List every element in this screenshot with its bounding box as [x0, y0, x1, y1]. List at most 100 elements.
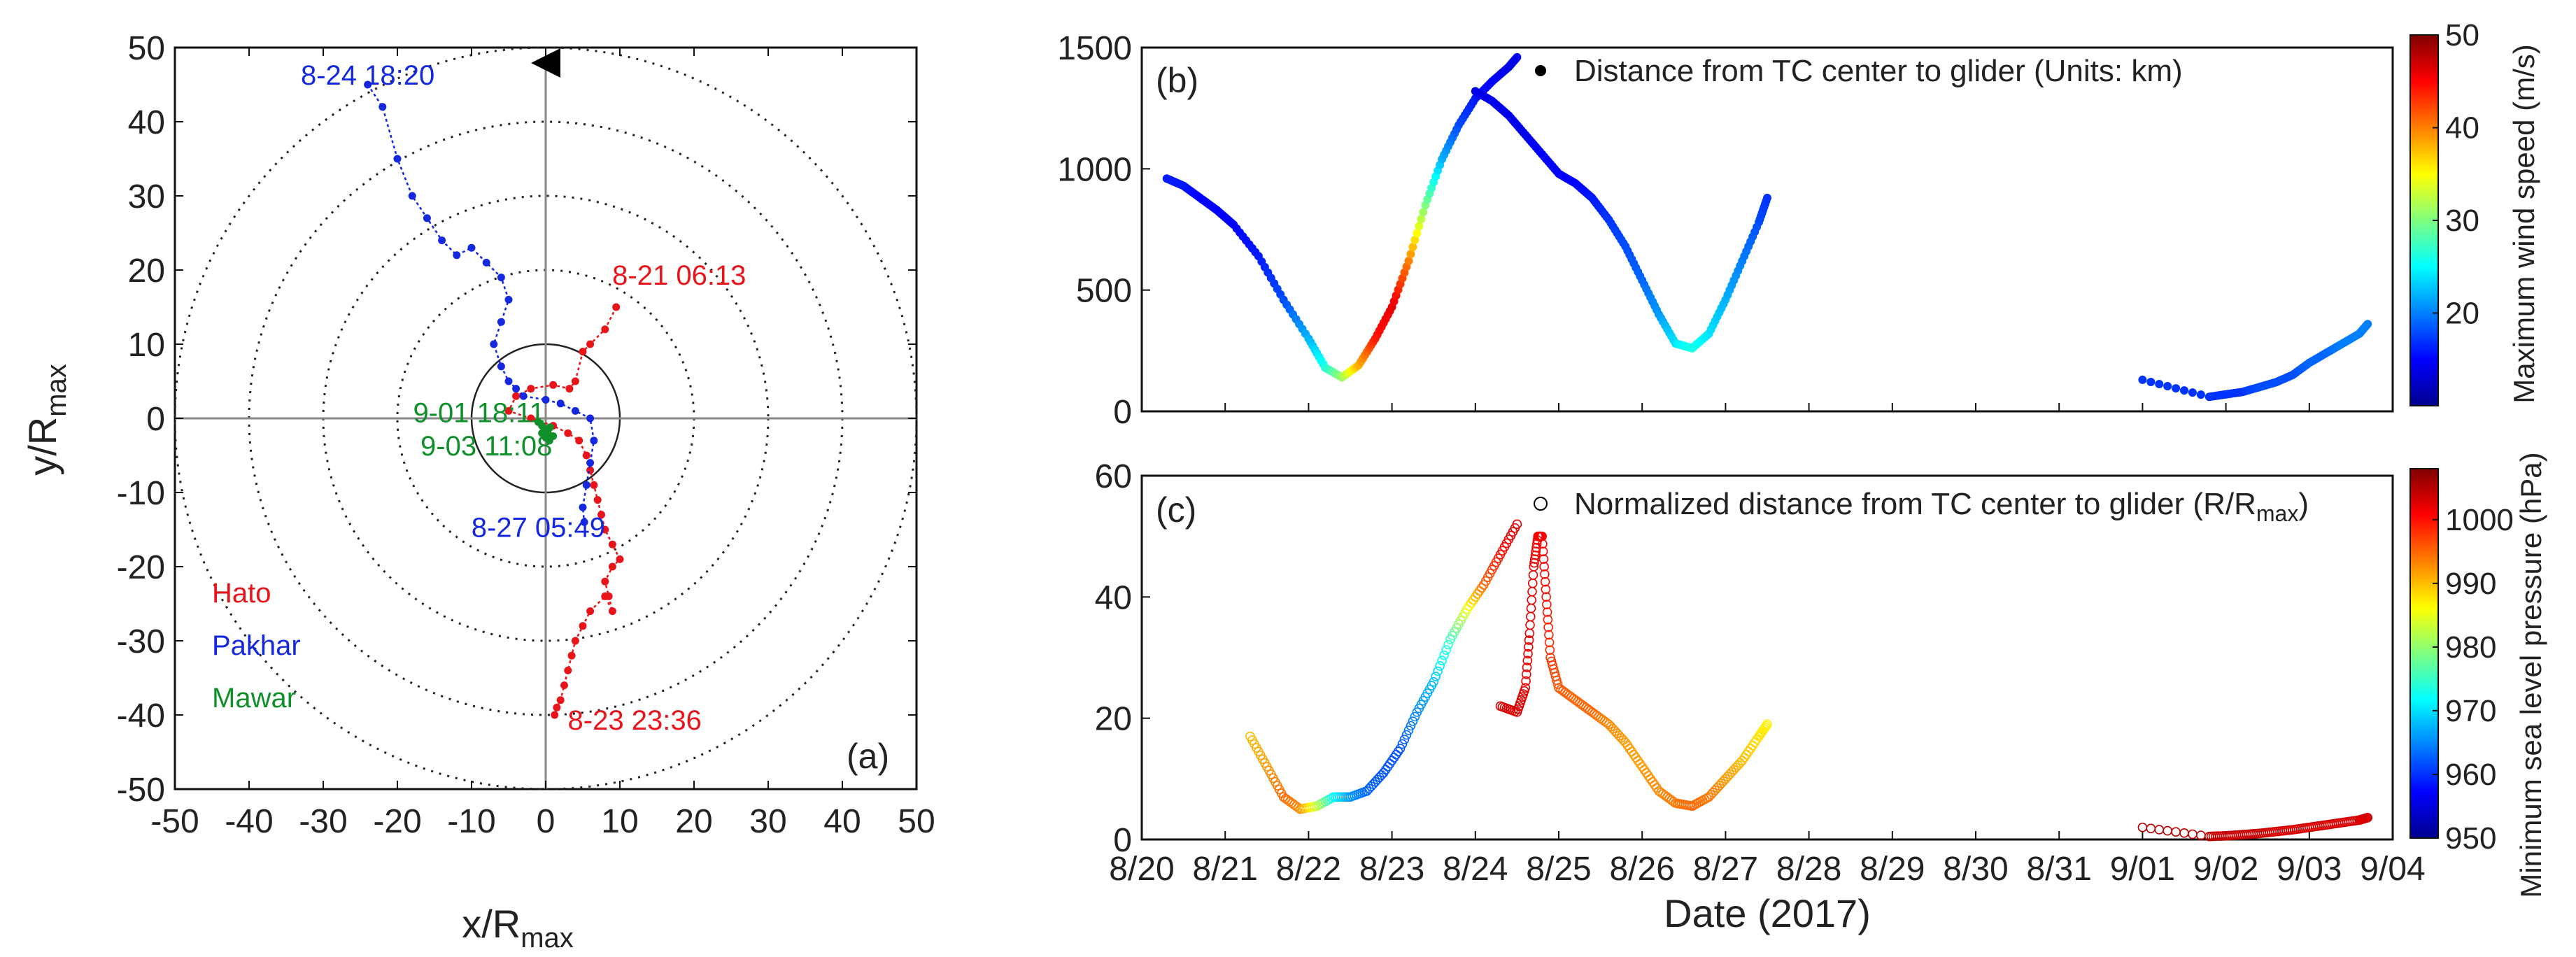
date-tick-label: 9/04 [2360, 851, 2425, 888]
data-point-hato [1408, 716, 1418, 726]
data-point-pakhar [1762, 719, 1772, 730]
track-point-pakhar [378, 103, 387, 111]
data-point-pakhar [1522, 662, 1532, 672]
track-point-hato [582, 451, 590, 460]
data-point-mawar [2155, 380, 2164, 388]
data-point-mawar [2179, 828, 2189, 838]
time-annotation: 9-01 18:11 [413, 397, 544, 428]
panel-c-y-ticks: 0 20 40 60 [1095, 458, 1150, 859]
track-point-hato [571, 377, 579, 385]
data-point-mawar [2188, 829, 2198, 839]
panel-a-annotations: 8-24 18:20 8-21 06:13 9-01 18:119-03 11:08… [301, 60, 746, 736]
track-point-hato [601, 525, 609, 534]
track-point-pakhar [590, 437, 598, 445]
colorbar-tick-label: 990 [2445, 567, 2496, 601]
track-point-hato [567, 651, 576, 660]
date-tick-label: 9/01 [2110, 851, 2175, 888]
data-point-pakhar [1522, 669, 1531, 679]
date-tick-label: 8/29 [1860, 851, 1925, 888]
date-tick-label: 8/24 [1443, 851, 1508, 888]
panel-b-x-ticks [1141, 403, 2393, 411]
data-point-pakhar [1540, 569, 1550, 579]
track-point-hato [556, 696, 565, 704]
data-point-pakhar [1523, 642, 1534, 652]
data-point-pakhar [1529, 562, 1539, 572]
data-point-pakhar [1526, 603, 1536, 614]
date-tick-label: 8/28 [1776, 851, 1841, 888]
track-point-hato [560, 681, 568, 690]
x-tick-label: 30 [749, 803, 786, 840]
track-point-pakhar [586, 414, 595, 423]
data-point-pakhar [1525, 611, 1536, 622]
data-point-mawar [2171, 827, 2181, 837]
data-point-hato [1512, 519, 1522, 530]
y-tick-label: 30 [128, 178, 165, 215]
data-point-hato [1417, 215, 1426, 224]
x-tick-label: 0 [537, 803, 555, 840]
data-point-pakhar [1530, 550, 1541, 560]
track-point-hato [565, 385, 574, 393]
time-annotation: 8-27 05:49 [472, 513, 605, 544]
track-point-pakhar [519, 392, 528, 400]
track-point-hato [616, 555, 624, 563]
panel-b-legend-marker [1535, 65, 1546, 76]
track-point-pakhar [490, 340, 498, 348]
data-point-pakhar [1524, 635, 1534, 645]
track-point-pakhar [497, 274, 505, 282]
panel-c-frame [1140, 474, 2394, 841]
track-point-hato [579, 622, 587, 630]
data-point-hato [1413, 229, 1422, 238]
data-point-mawar [2163, 825, 2172, 836]
date-tick-label: 8/27 [1693, 851, 1758, 888]
track-point-hato [590, 481, 598, 489]
data-point-mawar [2163, 382, 2172, 391]
panel-c-x-ticks: 8/20 8/21 8/22 8/23 8/24 8/25 8/26 8/27 8/28 8/29… [1109, 831, 2426, 888]
panel-a-ylabel: y/Rmax [20, 364, 72, 476]
data-point-hato [1399, 735, 1410, 744]
data-point-mawar [2196, 830, 2206, 840]
date-tick-label: 8/20 [1109, 851, 1174, 888]
time-annotation: 9-03 11:08 [420, 431, 552, 462]
track-point-pakhar [579, 503, 587, 511]
date-tick-label: 8/31 [2026, 851, 2091, 888]
y-tick-label: 500 [1076, 273, 1132, 310]
data-point-hato [1406, 250, 1415, 259]
data-point-hato [1431, 672, 1441, 681]
track-point-hato [504, 406, 513, 415]
data-point-pakhar [1521, 676, 1531, 686]
track-point-hato [601, 325, 609, 334]
track-point-pakhar [497, 362, 505, 371]
y-tick-label: 10 [128, 327, 165, 364]
colorbar-tick-label: 50 [2445, 18, 2479, 52]
data-point-hato [1429, 676, 1438, 687]
data-point-pakhar [1528, 570, 1538, 580]
data-point-hato [1443, 639, 1453, 650]
time-annotation: 8-24 18:20 [301, 60, 434, 91]
data-point-pakhar [1538, 554, 1549, 564]
y-tick-label: 1000 [1057, 151, 1132, 188]
y-tick-label: 0 [1113, 394, 1132, 431]
track-point-hato [571, 637, 579, 645]
data-point-pakhar [1542, 607, 1552, 617]
data-point-pakhar [1539, 562, 1549, 572]
data-point-mawar [2196, 390, 2205, 399]
date-tick-label: 8/22 [1276, 851, 1341, 888]
data-point-pakhar [1543, 615, 1553, 625]
track-point-hato [553, 703, 561, 711]
y-tick-label: 0 [1113, 822, 1132, 859]
y-tick-label: -30 [117, 623, 165, 660]
data-point-hato [1408, 243, 1417, 252]
colorbar-tick-label: 960 [2445, 758, 2496, 792]
panel-c-colorbar-ticks: 950 960 970 980 990 1000 [2433, 503, 2514, 856]
data-point-hato [1437, 655, 1447, 666]
data-point-pakhar [1669, 797, 1678, 807]
track-point-hato [586, 340, 595, 348]
data-point-mawar [2363, 320, 2372, 329]
data-point-pakhar [1537, 531, 1547, 541]
track-point-hato [564, 429, 572, 437]
data-point-mawar [2180, 386, 2188, 395]
track-point-pakhar [556, 399, 565, 408]
y-tick-label: 40 [128, 104, 165, 141]
panel-a-tracks [364, 80, 624, 719]
legend-hato: Hato [212, 578, 271, 609]
